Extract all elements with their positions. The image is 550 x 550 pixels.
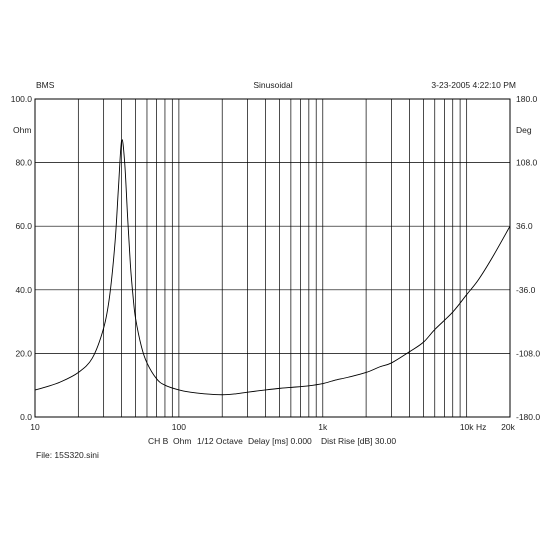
- y2-axis-label: Deg: [516, 125, 532, 135]
- y-tick-label: 20.0: [15, 348, 32, 358]
- y2-tick-label: 36.0: [516, 221, 533, 231]
- x-tick-label: 1k: [318, 422, 328, 432]
- y-tick-labels: 0.0 20.0 40.0 60.0 80.0 100.0: [11, 94, 33, 422]
- x-tick-label: 100: [172, 422, 186, 432]
- x-tick-label: 20k: [501, 422, 515, 432]
- header-right: 3-23-2005 4:22:10 PM: [431, 80, 516, 90]
- y2-tick-labels: -180.0 -108.0 -36.0 36.0 108.0 180.0: [516, 94, 540, 422]
- plot-frame: [34, 98, 511, 418]
- y2-tick-label: -108.0: [516, 348, 540, 358]
- y-tick-label: 40.0: [15, 285, 32, 295]
- y2-tick-label: -36.0: [516, 285, 536, 295]
- impedance-curve: [34, 139, 511, 396]
- x-tick-labels: 10 100 1k 10k 20k: [30, 422, 515, 432]
- footer-smoothing: 1/12 Octave: [197, 436, 243, 446]
- x-tick-label: 10k: [460, 422, 474, 432]
- footer-delay: Delay [ms] 0.000: [248, 436, 312, 446]
- footer-unit: Ohm: [173, 436, 191, 446]
- y-tick-label: 100.0: [11, 94, 33, 104]
- gridlines: [35, 99, 510, 417]
- y-axis-label: Ohm: [13, 125, 31, 135]
- header-left: BMS: [36, 80, 55, 90]
- footer-channel: CH B: [148, 436, 169, 446]
- footer-dist-rise: Dist Rise [dB] 30.00: [321, 436, 396, 446]
- footer-file: File: 15S320.sini: [36, 450, 99, 460]
- x-tick-label: 10: [30, 422, 40, 432]
- y-tick-label: 0.0: [20, 412, 32, 422]
- header-center: Sinusoidal: [253, 80, 292, 90]
- y2-tick-label: 180.0: [516, 94, 538, 104]
- y2-tick-label: 108.0: [516, 158, 538, 168]
- y-tick-label: 80.0: [15, 158, 32, 168]
- x-unit-label: Hz: [476, 422, 486, 432]
- y-tick-label: 60.0: [15, 221, 32, 231]
- y2-tick-label: -180.0: [516, 412, 540, 422]
